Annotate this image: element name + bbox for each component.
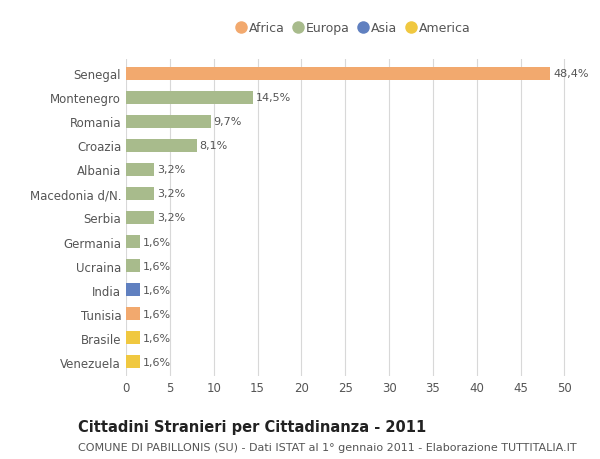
Bar: [126, 187, 154, 201]
Bar: [126, 116, 211, 129]
Text: 1,6%: 1,6%: [143, 261, 171, 271]
Text: 14,5%: 14,5%: [256, 93, 291, 103]
Bar: [126, 331, 140, 345]
Bar: [126, 308, 140, 320]
Text: 9,7%: 9,7%: [214, 117, 242, 127]
Text: Cittadini Stranieri per Cittadinanza - 2011: Cittadini Stranieri per Cittadinanza - 2…: [78, 419, 426, 434]
Text: 1,6%: 1,6%: [143, 309, 171, 319]
Text: 1,6%: 1,6%: [143, 237, 171, 247]
Bar: [126, 91, 253, 105]
Text: COMUNE DI PABILLONIS (SU) - Dati ISTAT al 1° gennaio 2011 - Elaborazione TUTTITA: COMUNE DI PABILLONIS (SU) - Dati ISTAT a…: [78, 442, 577, 452]
Text: 1,6%: 1,6%: [143, 357, 171, 367]
Text: 3,2%: 3,2%: [157, 189, 185, 199]
Bar: [126, 163, 154, 177]
Bar: [126, 212, 154, 224]
Text: 8,1%: 8,1%: [200, 141, 228, 151]
Bar: [126, 140, 197, 153]
Bar: [126, 235, 140, 249]
Bar: [126, 259, 140, 273]
Text: 3,2%: 3,2%: [157, 165, 185, 175]
Legend: Africa, Europa, Asia, America: Africa, Europa, Asia, America: [238, 22, 470, 34]
Bar: [126, 67, 550, 81]
Bar: [126, 355, 140, 369]
Text: 1,6%: 1,6%: [143, 285, 171, 295]
Text: 48,4%: 48,4%: [553, 69, 589, 79]
Text: 3,2%: 3,2%: [157, 213, 185, 223]
Bar: [126, 283, 140, 297]
Text: 1,6%: 1,6%: [143, 333, 171, 343]
